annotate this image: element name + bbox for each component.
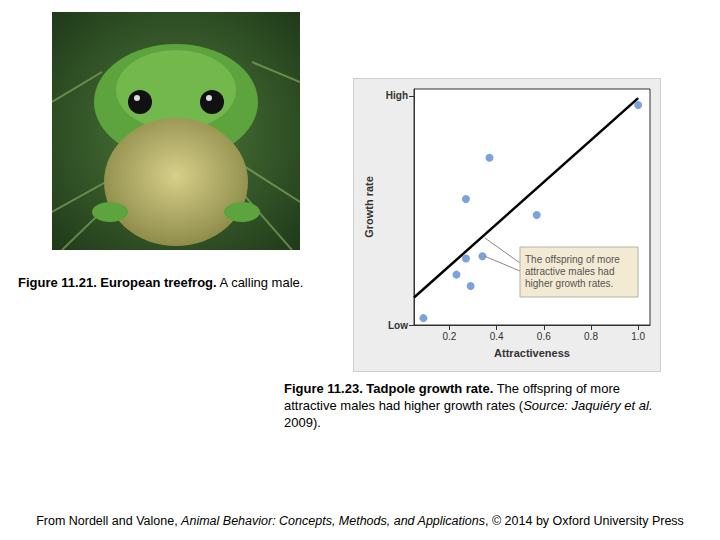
- svg-text:attractive males had: attractive males had: [525, 266, 617, 277]
- svg-text:higher growth rates.: higher growth rates.: [525, 278, 613, 289]
- svg-text:Attractiveness: Attractiveness: [494, 347, 570, 359]
- svg-text:High: High: [386, 90, 408, 101]
- svg-text:1.0: 1.0: [631, 331, 645, 342]
- svg-text:0.6: 0.6: [537, 331, 551, 342]
- svg-text:Low: Low: [388, 320, 408, 331]
- svg-text:0.2: 0.2: [442, 331, 456, 342]
- svg-text:0.4: 0.4: [490, 331, 504, 342]
- html-text:From Nordell and Valone, Anima: From Nordell and Valone, Animal Behavior…: [36, 514, 684, 528]
- html-text:Figure 11.23. Tadpole growth r: Figure 11.23. Tadpole growth rate. The o…: [284, 381, 653, 413]
- svg-text:Growth rate: Growth rate: [363, 176, 375, 238]
- svg-text:The offspring of more: The offspring of more: [525, 254, 623, 265]
- html-text:Figure 11.21. European treefro: Figure 11.21. European treefrog. A calli…: [18, 275, 304, 290]
- html-text:2009).: 2009).: [284, 415, 321, 430]
- svg-text:0.8: 0.8: [584, 331, 598, 342]
